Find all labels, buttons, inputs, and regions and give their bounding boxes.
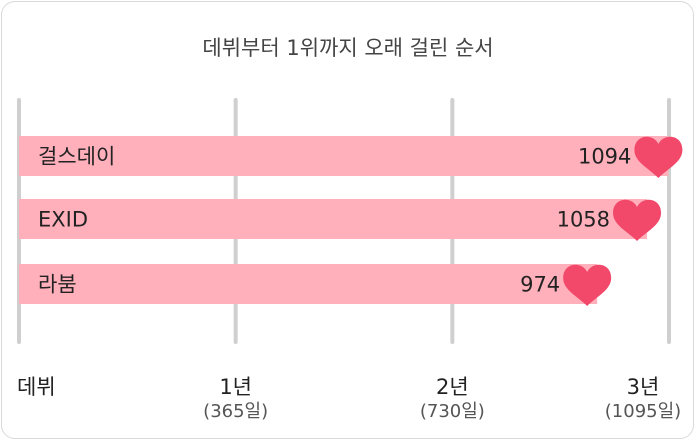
bar-value-label: 1094 xyxy=(578,145,631,169)
bar-category-label: 라붐 xyxy=(38,273,77,297)
x-tick-label: 3년 xyxy=(627,375,660,399)
x-tick-sublabel: (365일) xyxy=(203,401,268,422)
bar-category-label: EXID xyxy=(38,208,88,232)
bar xyxy=(19,199,648,239)
bar xyxy=(19,264,598,304)
chart-title: 데뷔부터 1위까지 오래 걸린 순서 xyxy=(202,36,493,60)
x-axis: 데뷔 1년(365일) 2년(730일) 3년(1095일) xyxy=(17,375,681,422)
bar xyxy=(19,136,669,176)
heart-icon xyxy=(563,264,612,306)
bars: 걸스데이 1094 EXID 1058 라붐 974 xyxy=(19,136,683,306)
x-tick-sublabel: (1095일) xyxy=(605,401,681,422)
x-tick-label: 2년 xyxy=(436,375,469,399)
bar-category-label: 걸스데이 xyxy=(38,145,115,169)
x-tick-label: 1년 xyxy=(219,375,252,399)
bar-value-label: 974 xyxy=(520,273,560,297)
heart-icon xyxy=(613,199,662,241)
bar-value-label: 1058 xyxy=(557,208,610,232)
x-tick-sublabel: (730일) xyxy=(420,401,485,422)
heart-icon xyxy=(634,136,683,178)
x-tick-label: 데뷔 xyxy=(17,375,56,399)
